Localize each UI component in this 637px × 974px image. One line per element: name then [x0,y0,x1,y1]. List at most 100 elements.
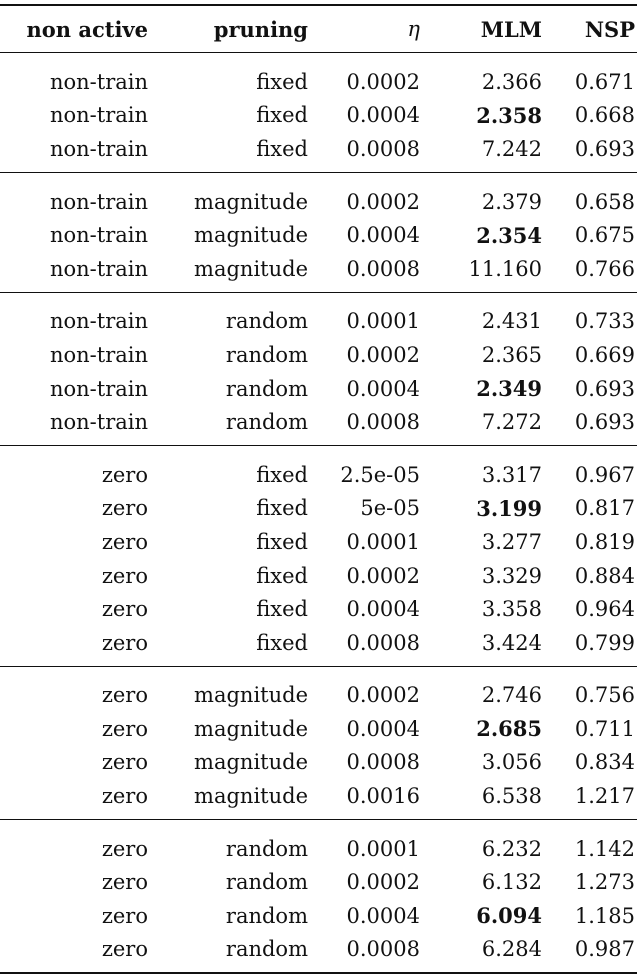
mlm-cell: 2.431 [481,309,542,334]
nsp-cell: 0.884 [574,563,635,588]
nsp-cell: 0.658 [574,189,635,214]
mlm-cell: 2.349 [476,376,542,402]
nsp-cell: 0.669 [574,342,635,367]
mlm-cell: 2.746 [481,683,542,708]
nsp-cell: 0.693 [544,405,637,446]
nsp-cell: 0.756 [574,683,635,708]
table-row: non-train random 0.0002 2.365 0.669 [0,338,637,372]
pruning-cell: random [225,870,308,895]
pruning-cell: random [225,836,308,861]
non-active-cell: non-train [49,69,148,94]
table-row: zero random 0.0001 6.232 1.142 [0,819,637,865]
mlm-cell: 6.132 [481,870,542,895]
non-active-cell: zero [0,932,150,974]
pruning-cell: fixed [256,597,308,622]
table-row: non-train random 0.0001 2.431 0.733 [0,292,637,338]
non-active-cell: non-train [0,132,150,173]
nsp-cell: 0.733 [574,309,635,334]
non-active-cell: zero [101,529,148,554]
eta-cell: 0.0001 [346,309,420,334]
pruning-cell: fixed [256,563,308,588]
eta-cell: 0.0002 [346,683,420,708]
eta-cell: 0.0001 [346,529,420,554]
eta-cell: 0.0004 [346,223,420,248]
header-nsp: NSP [544,4,637,53]
table-row: zero magnitude 0.0008 3.056 0.834 [0,746,637,780]
eta-cell: 0.0004 [346,716,420,741]
mlm-cell: 2.366 [481,69,542,94]
table-row: zero fixed 5e-05 3.199 0.817 [0,492,637,526]
pruning-cell: fixed [256,103,308,128]
non-active-cell: non-train [0,405,150,446]
table-row: non-train random 0.0004 2.349 0.693 [0,372,637,406]
nsp-cell: 0.964 [574,597,635,622]
nsp-cell: 0.711 [574,716,635,741]
non-active-cell: non-train [0,251,150,293]
table-row: zero random 0.0008 6.284 0.987 [0,932,637,974]
non-active-cell: zero [0,779,150,820]
pruning-cell: fixed [150,132,310,173]
table-row: zero random 0.0002 6.132 1.273 [0,865,637,899]
mlm-cell: 7.242 [430,132,544,173]
pruning-cell: magnitude [194,683,308,708]
table-row: zero fixed 0.0008 3.424 0.799 [0,625,637,667]
table-row: zero fixed 2.5e-05 3.317 0.967 [0,445,637,491]
table-row: non-train fixed 0.0004 2.358 0.668 [0,99,637,133]
nsp-cell: 0.987 [544,932,637,974]
mlm-cell: 3.277 [481,529,542,554]
non-active-cell: zero [101,870,148,895]
mlm-cell: 2.379 [481,189,542,214]
eta-cell: 2.5e-05 [340,462,420,487]
table-row: non-train magnitude 0.0002 2.379 0.658 [0,172,637,218]
non-active-cell: zero [101,683,148,708]
eta-cell: 5e-05 [360,496,420,521]
nsp-cell: 1.185 [574,903,635,928]
mlm-cell: 11.160 [430,251,544,293]
table-row: zero fixed 0.0002 3.329 0.884 [0,559,637,593]
eta-cell: 0.0004 [346,103,420,128]
non-active-cell: non-train [49,309,148,334]
mlm-cell: 6.094 [476,903,542,929]
table-header: non active pruning η MLM NSP [0,4,637,53]
pruning-cell: fixed [150,625,310,667]
eta-cell: 0.0002 [346,563,420,588]
eta-cell: 0.0004 [346,376,420,401]
eta-cell: 0.0016 [310,779,430,820]
pruning-cell: random [225,903,308,928]
non-active-cell: zero [101,750,148,775]
nsp-cell: 0.766 [544,251,637,293]
pruning-cell: random [150,405,310,446]
table-row: non-train magnitude 0.0008 11.160 0.766 [0,251,637,293]
header-non-active: non active [0,4,150,53]
non-active-cell: non-train [49,223,148,248]
table-row: zero fixed 0.0001 3.277 0.819 [0,525,637,559]
table-row: zero random 0.0004 6.094 1.185 [0,899,637,933]
table-row: zero magnitude 0.0004 2.685 0.711 [0,712,637,746]
pruning-cell: magnitude [150,779,310,820]
nsp-cell: 0.967 [574,462,635,487]
eta-cell: 0.0002 [346,69,420,94]
header-mlm: MLM [430,4,544,53]
mlm-cell: 3.358 [481,597,542,622]
table-body: non-train fixed 0.0002 2.366 0.671 non-train f… [0,53,637,974]
nsp-cell: 0.668 [574,103,635,128]
table-row: non-train random 0.0008 7.272 0.693 [0,405,637,446]
pruning-cell: fixed [256,529,308,554]
nsp-cell: 0.799 [544,625,637,667]
table-row: zero magnitude 0.0016 6.538 1.217 [0,779,637,820]
eta-cell: 0.0004 [346,903,420,928]
mlm-cell: 3.424 [430,625,544,667]
eta-cell: 0.0008 [310,251,430,293]
pruning-cell: random [225,376,308,401]
pruning-cell: random [150,932,310,974]
non-active-cell: zero [101,716,148,741]
non-active-cell: zero [101,496,148,521]
eta-cell: 0.0002 [346,342,420,367]
eta-cell: 0.0008 [346,750,420,775]
mlm-cell: 3.329 [481,563,542,588]
non-active-cell: zero [101,836,148,861]
mlm-cell: 6.232 [481,836,542,861]
nsp-cell: 0.834 [574,750,635,775]
pruning-cell: magnitude [150,251,310,293]
nsp-cell: 0.671 [574,69,635,94]
